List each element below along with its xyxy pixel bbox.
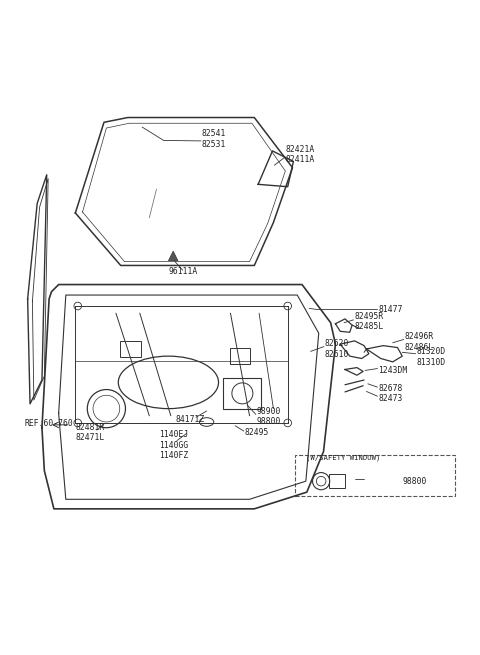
Text: 96111A: 96111A (168, 267, 198, 276)
Text: 82496R
82486L: 82496R 82486L (405, 332, 434, 352)
Text: 1243DM: 1243DM (378, 366, 408, 375)
Text: 1140EJ
1140GG
1140FZ: 1140EJ 1140GG 1140FZ (159, 430, 188, 460)
Text: 98900
98800: 98900 98800 (257, 407, 281, 426)
Text: (W/SAFETY WINDOW): (W/SAFETY WINDOW) (306, 454, 380, 460)
Text: 82473: 82473 (378, 394, 403, 403)
Text: 84171Z: 84171Z (176, 415, 205, 424)
Text: 82678: 82678 (378, 384, 403, 393)
Text: 81477: 81477 (378, 305, 403, 314)
Text: 82495: 82495 (245, 428, 269, 437)
Text: 98800: 98800 (402, 477, 427, 485)
Text: REF.60-760: REF.60-760 (24, 419, 73, 428)
Text: 82421A
82411A: 82421A 82411A (285, 145, 314, 164)
Polygon shape (168, 251, 178, 261)
Text: 82481R
82471L: 82481R 82471L (75, 422, 105, 442)
Text: 81320D
81310D: 81320D 81310D (417, 347, 446, 367)
Text: 82620
82610: 82620 82610 (325, 339, 349, 359)
Text: 82541
82531: 82541 82531 (202, 129, 226, 149)
Text: 82495R
82485L: 82495R 82485L (355, 312, 384, 331)
